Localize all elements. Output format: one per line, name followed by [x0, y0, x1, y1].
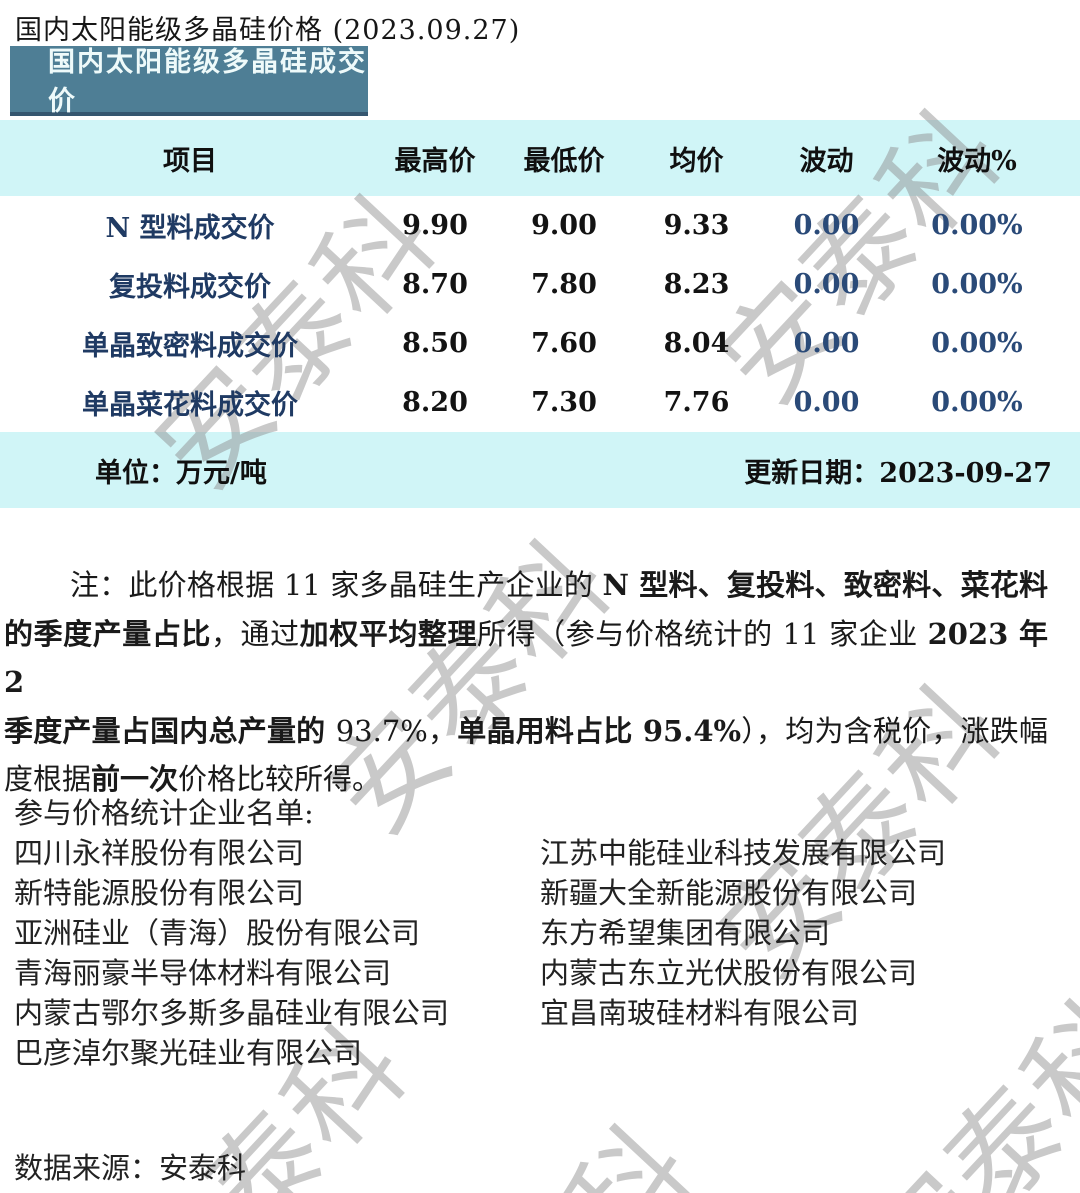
low-value: 7.80: [531, 269, 597, 300]
change-pct-value: 0.00%: [931, 387, 1023, 418]
col-header-item: 项目: [163, 145, 217, 177]
company-row: 新特能源股份有限公司 新疆大全新能源股份有限公司: [14, 873, 1066, 913]
company-row: 内蒙古鄂尔多斯多晶硅业有限公司 宜昌南玻硅材料有限公司: [14, 993, 1066, 1033]
high-value: 8.50: [402, 328, 468, 359]
data-source: 数据来源：安泰科: [14, 1151, 247, 1185]
row-label: N 型料成交价: [105, 213, 275, 244]
table-row: 单晶菜花料成交价 8.20 7.30 7.76 0.00 0.00%: [0, 373, 1080, 432]
change-pct-value: 0.00%: [931, 269, 1023, 300]
note-line: 季度产量占国内总产量的 93.7%，单晶用料占比 95.4%），均为含税价，涨跌…: [4, 713, 1048, 748]
table-header-row: 项目 最高价 最低价 均价 波动 波动%: [0, 120, 1080, 196]
company-row: 青海丽豪半导体材料有限公司 内蒙古东立光伏股份有限公司: [14, 953, 1066, 993]
row-label: 单晶菜花料成交价: [82, 390, 298, 421]
col-header-change: 波动: [799, 145, 854, 177]
change-value: 0.00: [793, 387, 860, 418]
company-name: 内蒙古东立光伏股份有限公司: [540, 956, 918, 990]
company-list-heading: 参与价格统计企业名单:: [14, 796, 314, 830]
section-badge: 国内太阳能级多晶硅成交价: [10, 46, 368, 117]
company-name: 江苏中能硅业科技发展有限公司: [540, 836, 947, 870]
company-row: 亚洲硅业（青海）股份有限公司 东方希望集团有限公司: [14, 913, 1066, 953]
note-line: 度根据前一次价格比较所得。: [4, 762, 382, 796]
page-title: 国内太阳能级多晶硅价格 (2023.09.27): [15, 15, 521, 46]
note-paragraph: 注：此价格根据 11 家多晶硅生产企业的 N 型料、复投料、致密料、菜花料 的季…: [4, 561, 1048, 804]
company-name: 巴彦淖尔聚光硅业有限公司: [14, 1036, 363, 1070]
table-footer-row: 单位：万元/吨 更新日期：2023-09-27: [0, 432, 1080, 508]
high-value: 8.20: [402, 387, 468, 418]
company-name: 新特能源股份有限公司: [14, 876, 305, 910]
table-header-band: [0, 120, 1080, 196]
company-name: 内蒙古鄂尔多斯多晶硅业有限公司: [14, 996, 450, 1030]
company-name: 四川永祥股份有限公司: [14, 836, 305, 870]
high-value: 9.90: [402, 210, 468, 241]
table-footer-band: [0, 432, 1080, 508]
unit-label: 单位：万元/吨: [95, 457, 267, 489]
company-list: 参与价格统计企业名单: 四川永祥股份有限公司 江苏中能硅业科技发展有限公司 新特…: [14, 793, 1066, 1073]
col-header-low: 最低价: [523, 145, 605, 177]
company-name: 东方希望集团有限公司: [540, 916, 831, 950]
table-row: N 型料成交价 9.90 9.00 9.33 0.00 0.00%: [0, 196, 1080, 255]
table-row: 复投料成交价 8.70 7.80 8.23 0.00 0.00%: [0, 255, 1080, 314]
note-line: 注：此价格根据 11 家多晶硅生产企业的 N 型料、复投料、致密料、菜花料: [70, 568, 1049, 602]
table-row: 单晶致密料成交价 8.50 7.60 8.04 0.00 0.00%: [0, 314, 1080, 373]
low-value: 7.30: [531, 387, 597, 418]
note-line: 的季度产量占比，通过加权平均整理所得（参与价格统计的 11 家企业 2023 年…: [4, 616, 1048, 700]
high-value: 8.70: [402, 269, 468, 300]
change-value: 0.00: [793, 269, 860, 300]
col-header-high: 最高价: [394, 145, 476, 177]
row-label: 单晶致密料成交价: [82, 331, 298, 362]
low-value: 7.60: [531, 328, 597, 359]
change-value: 0.00: [793, 328, 860, 359]
change-pct-value: 0.00%: [931, 328, 1023, 359]
low-value: 9.00: [531, 210, 597, 241]
company-name: 新疆大全新能源股份有限公司: [540, 876, 918, 910]
company-name: 青海丽豪半导体材料有限公司: [14, 956, 392, 990]
company-name: 亚洲硅业（青海）股份有限公司: [14, 916, 421, 950]
col-header-avg: 均价: [669, 145, 724, 177]
avg-value: 8.04: [663, 328, 730, 359]
company-row: 巴彦淖尔聚光硅业有限公司: [14, 1033, 1066, 1073]
row-label: 复投料成交价: [109, 272, 271, 303]
updated-label: 更新日期：2023-09-27: [744, 457, 1052, 489]
avg-value: 7.76: [663, 387, 730, 418]
watermark: 安泰科: [367, 1083, 723, 1193]
company-row: 四川永祥股份有限公司 江苏中能硅业科技发展有限公司: [14, 833, 1066, 873]
avg-value: 9.33: [663, 210, 730, 241]
avg-value: 8.23: [663, 269, 730, 300]
change-pct-value: 0.00%: [931, 210, 1023, 241]
col-header-change-pct: 波动%: [937, 145, 1017, 177]
change-value: 0.00: [793, 210, 860, 241]
company-name: 宜昌南玻硅材料有限公司: [540, 996, 860, 1030]
